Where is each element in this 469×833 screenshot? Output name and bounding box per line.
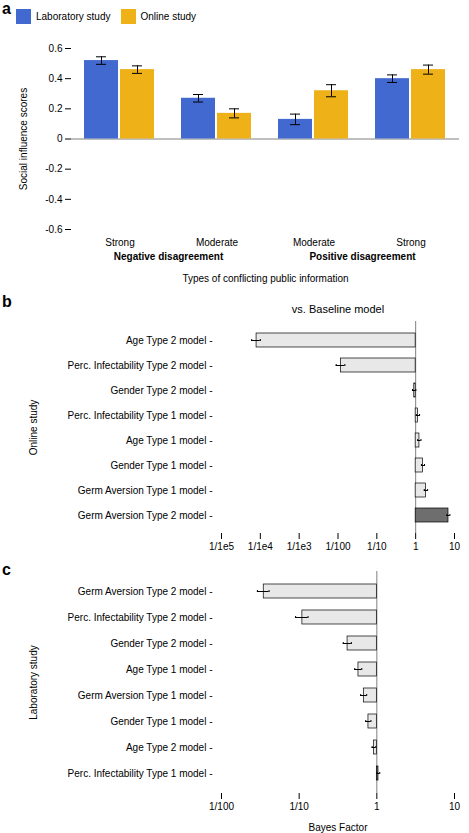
svg-text:Gender Type 2 model -: Gender Type 2 model - (110, 385, 212, 396)
svg-text:10: 10 (449, 801, 461, 812)
html-text:a: a (2, 0, 11, 17)
svg-text:Social influence scores: Social influence scores (18, 88, 29, 190)
svg-text:Gender Type 1 model -: Gender Type 1 model - (110, 460, 212, 471)
html-text:c: c (2, 561, 11, 578)
svg-text:Perc. Infectability Type 2 mod: Perc. Infectability Type 2 model - (68, 612, 213, 623)
svg-text:Germ Aversion Type 2 model -: Germ Aversion Type 2 model - (78, 586, 213, 597)
svg-text:1/100: 1/100 (325, 541, 350, 552)
svg-text:Age Type 2 model -: Age Type 2 model - (126, 742, 213, 753)
svg-text:Germ Aversion Type 1 model -: Germ Aversion Type 1 model - (78, 690, 213, 701)
svg-text:-0.4: -0.4 (45, 194, 63, 205)
svg-text:Laboratory study: Laboratory study (28, 645, 39, 720)
svg-text:Negative disagreement: Negative disagreement (114, 251, 224, 262)
svg-text:Perc. Infectability Type 1 mod: Perc. Infectability Type 1 model - (68, 768, 213, 779)
svg-text:-0.6: -0.6 (45, 224, 63, 235)
svg-text:10: 10 (449, 541, 461, 552)
svg-text:1: 1 (413, 541, 419, 552)
svg-text:1/10: 1/10 (367, 541, 387, 552)
svg-text:vs. Baseline model: vs. Baseline model (292, 303, 384, 315)
svg-text:Age Type 1 model -: Age Type 1 model - (126, 435, 213, 446)
svg-text:Types of conflicting public in: Types of conflicting public information (182, 273, 348, 284)
svg-text:-0.2: -0.2 (45, 163, 63, 174)
svg-text:Germ Aversion Type 1 model -: Germ Aversion Type 1 model - (78, 485, 213, 496)
svg-text:Online study: Online study (28, 400, 39, 456)
svg-text:1/1e4: 1/1e4 (248, 541, 273, 552)
html-text:Online study: Online study (140, 11, 197, 22)
svg-text:Perc. Infectability Type 2 mod: Perc. Infectability Type 2 model - (68, 360, 213, 371)
svg-text:0.2: 0.2 (49, 103, 63, 114)
svg-text:Strong: Strong (105, 237, 134, 248)
svg-text:Moderate: Moderate (293, 237, 336, 248)
svg-text:Bayes Factor: Bayes Factor (309, 822, 369, 833)
svg-text:Moderate: Moderate (196, 237, 239, 248)
svg-text:0.6: 0.6 (49, 43, 63, 54)
html-text:b: b (2, 293, 12, 310)
svg-text:1: 1 (374, 801, 380, 812)
html-text:Laboratory study: Laboratory study (36, 11, 111, 22)
svg-text:0: 0 (57, 133, 63, 144)
svg-text:Age Type 2 model -: Age Type 2 model - (126, 335, 213, 346)
svg-text:Gender Type 2 model -: Gender Type 2 model - (110, 638, 212, 649)
svg-text:1/1e3: 1/1e3 (287, 541, 312, 552)
svg-text:Perc. Infectability Type 1 mod: Perc. Infectability Type 1 model - (68, 410, 213, 421)
svg-text:1/100: 1/100 (209, 801, 234, 812)
svg-text:Strong: Strong (396, 237, 425, 248)
svg-text:Positive disagreement: Positive disagreement (309, 251, 416, 262)
svg-text:Germ Aversion Type 2 model -: Germ Aversion Type 2 model - (78, 510, 213, 521)
svg-text:1/10: 1/10 (289, 801, 309, 812)
svg-text:1/1e5: 1/1e5 (209, 541, 234, 552)
svg-text:0.4: 0.4 (49, 73, 63, 84)
svg-text:Age Type 1 model -: Age Type 1 model - (126, 664, 213, 675)
svg-text:Gender Type 1 model -: Gender Type 1 model - (110, 716, 212, 727)
